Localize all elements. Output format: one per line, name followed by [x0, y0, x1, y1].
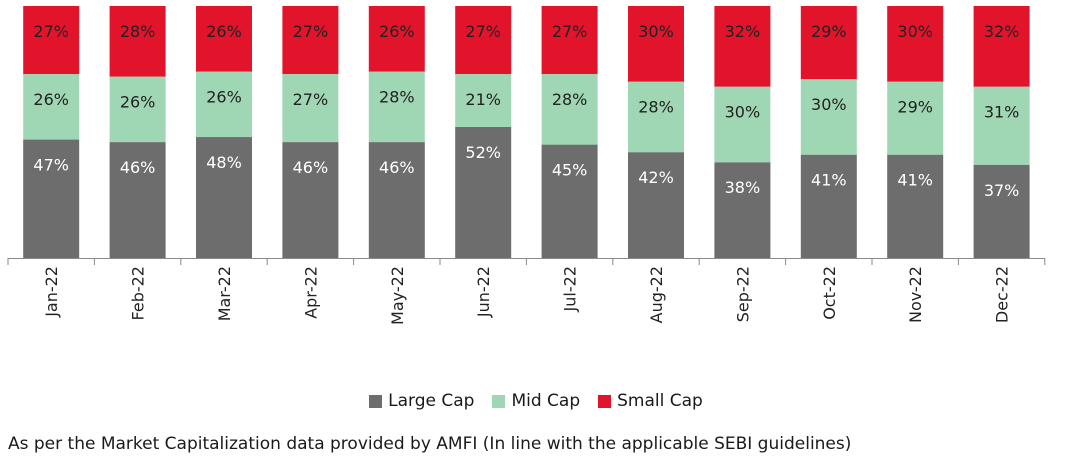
legend-item: Small Cap	[598, 391, 703, 411]
bar-segment	[973, 164, 1030, 258]
bar-segment	[455, 6, 512, 75]
data-label: 27%	[33, 22, 69, 41]
data-label: 47%	[33, 156, 69, 175]
legend-swatch	[492, 394, 506, 408]
x-tick-label: Jun-22	[474, 266, 493, 318]
legend-label: Large Cap	[388, 391, 475, 411]
bar-segment	[109, 6, 166, 77]
bar-segment	[109, 142, 166, 258]
x-tick-label: Sep-22	[733, 266, 752, 322]
data-label: 26%	[120, 93, 156, 112]
legend-item: Large Cap	[369, 391, 474, 411]
data-label: 48%	[206, 153, 242, 172]
data-label: 30%	[897, 22, 933, 41]
data-label: 28%	[552, 90, 588, 109]
bar-segment	[714, 6, 771, 87]
x-tick-label: Jan-22	[42, 266, 61, 318]
data-label: 26%	[206, 22, 242, 41]
data-label: 26%	[33, 90, 69, 109]
bar-segment	[455, 74, 512, 127]
bar-segment	[628, 152, 684, 258]
data-label: 26%	[379, 22, 415, 41]
bar-segment	[23, 6, 80, 75]
x-tick-label: Dec-22	[993, 266, 1012, 323]
data-label: 32%	[725, 22, 761, 41]
bar-segment	[973, 86, 1030, 165]
legend-swatch	[369, 394, 383, 408]
data-label: 30%	[638, 22, 674, 41]
bar-segment	[23, 139, 80, 258]
bar-segment	[887, 6, 944, 82]
x-tick-label: Mar-22	[215, 266, 234, 321]
data-label: 27%	[552, 22, 588, 41]
data-label: 37%	[984, 181, 1020, 200]
data-label: 30%	[725, 103, 761, 122]
x-tick-label: Oct-22	[820, 266, 839, 320]
bar-segment	[368, 71, 425, 143]
data-label: 27%	[465, 22, 501, 41]
x-tick-label: Apr-22	[301, 266, 320, 319]
data-label: 46%	[379, 158, 415, 177]
data-label: 38%	[725, 178, 761, 197]
bar-segment	[282, 74, 339, 143]
bar-segment	[196, 137, 252, 258]
bar-segment	[628, 6, 684, 82]
legend-item: Mid Cap	[492, 391, 580, 411]
data-label: 46%	[293, 158, 329, 177]
data-label: 52%	[465, 143, 501, 162]
data-label: 42%	[638, 168, 674, 187]
bar-segment	[714, 162, 771, 258]
legend-swatch	[598, 394, 612, 408]
bar-segment	[196, 6, 252, 72]
bar-segment	[800, 79, 857, 155]
data-label: 21%	[465, 90, 501, 109]
data-label: 27%	[293, 90, 329, 109]
bar-segment	[628, 81, 684, 153]
x-tick-label: Nov-22	[906, 266, 925, 323]
data-label: 41%	[811, 171, 847, 190]
bar-segment	[368, 6, 425, 72]
data-label: 30%	[811, 95, 847, 114]
x-tick-label: Jul-22	[561, 266, 580, 312]
bar-segment	[973, 6, 1030, 87]
bar-segment	[800, 6, 857, 80]
stacked-bar-chart: 47% 26% 27% 46% 26% 28% 48% 26% 26% 46% 27% 27% 46% 2…	[7, 6, 1046, 325]
data-label: 29%	[811, 22, 847, 41]
data-label: 31%	[984, 103, 1020, 122]
bar-segment	[282, 6, 339, 75]
legend-label: Mid Cap	[511, 391, 581, 411]
bar-segment	[368, 142, 425, 258]
bar-segment	[800, 154, 857, 258]
x-tick-label: Aug-22	[647, 266, 666, 323]
data-label: 29%	[897, 98, 933, 117]
data-label: 27%	[293, 22, 329, 41]
bar-segment	[887, 154, 944, 258]
data-label: 28%	[120, 22, 156, 41]
x-tick-label: Feb-22	[129, 266, 148, 320]
legend-label: Small Cap	[617, 391, 703, 411]
bar-segment	[887, 81, 944, 155]
bar-segment	[714, 86, 771, 163]
data-label: 46%	[120, 158, 156, 177]
bar-segment	[282, 142, 339, 258]
legend: Large Cap Mid Cap Small Cap	[0, 391, 1072, 411]
x-tick-label: May-22	[388, 266, 407, 325]
data-label: 26%	[206, 88, 242, 107]
data-label: 28%	[379, 88, 415, 107]
data-label: 45%	[552, 161, 588, 180]
data-label: 41%	[897, 171, 933, 190]
footnote: As per the Market Capitalization data pr…	[8, 434, 852, 454]
bar-segment	[455, 126, 512, 259]
bar-segment	[541, 6, 598, 75]
bar-segment	[109, 76, 166, 143]
bar-segment	[541, 74, 598, 145]
bar-segment	[196, 71, 252, 138]
data-label: 32%	[984, 22, 1020, 41]
bar-segment	[541, 144, 598, 258]
data-label: 28%	[638, 98, 674, 117]
bar-segment	[23, 74, 80, 140]
